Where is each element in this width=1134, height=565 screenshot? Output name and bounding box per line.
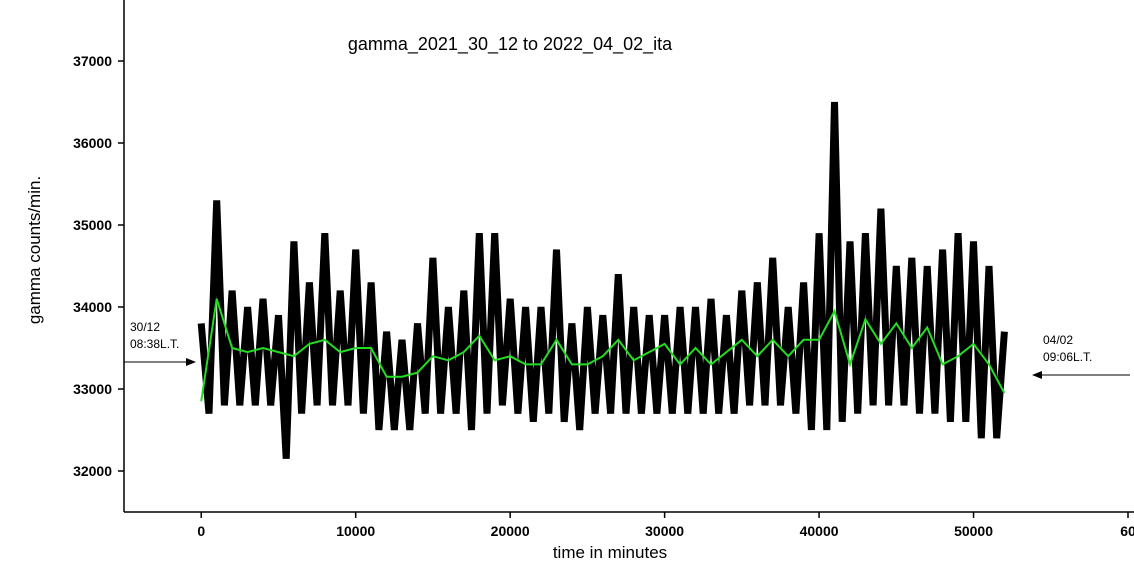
y-axis-label: gamma counts/min. xyxy=(25,176,44,324)
y-tick-label: 36000 xyxy=(73,135,112,151)
data-band xyxy=(197,101,1008,459)
y-tick-label: 34000 xyxy=(73,299,112,315)
smoothed-line xyxy=(200,298,1006,402)
y-tick-label: 37000 xyxy=(73,53,112,69)
annotation: 30/12 xyxy=(130,320,160,334)
x-tick-label: 10000 xyxy=(336,523,375,539)
arrow-right xyxy=(1032,371,1130,379)
x-tick-label: 50000 xyxy=(954,523,993,539)
annotation: 08:38L.T. xyxy=(130,337,179,351)
arrow-left xyxy=(124,358,196,366)
annotation: 09:06L.T. xyxy=(1043,350,1092,364)
x-axis-label: time in minutes xyxy=(553,543,667,562)
x-tick-label: 30000 xyxy=(645,523,684,539)
y-tick-label: 35000 xyxy=(73,217,112,233)
x-tick-label: 20000 xyxy=(491,523,530,539)
y-tick-label: 33000 xyxy=(73,381,112,397)
x-tick-label: 0 xyxy=(197,523,205,539)
x-tick-label: 40000 xyxy=(800,523,839,539)
annotation: 04/02 xyxy=(1043,333,1073,347)
x-tick-label: 60 xyxy=(1120,523,1134,539)
y-tick-label: 32000 xyxy=(73,463,112,479)
chart-title: gamma_2021_30_12 to 2022_04_02_ita xyxy=(348,34,673,55)
